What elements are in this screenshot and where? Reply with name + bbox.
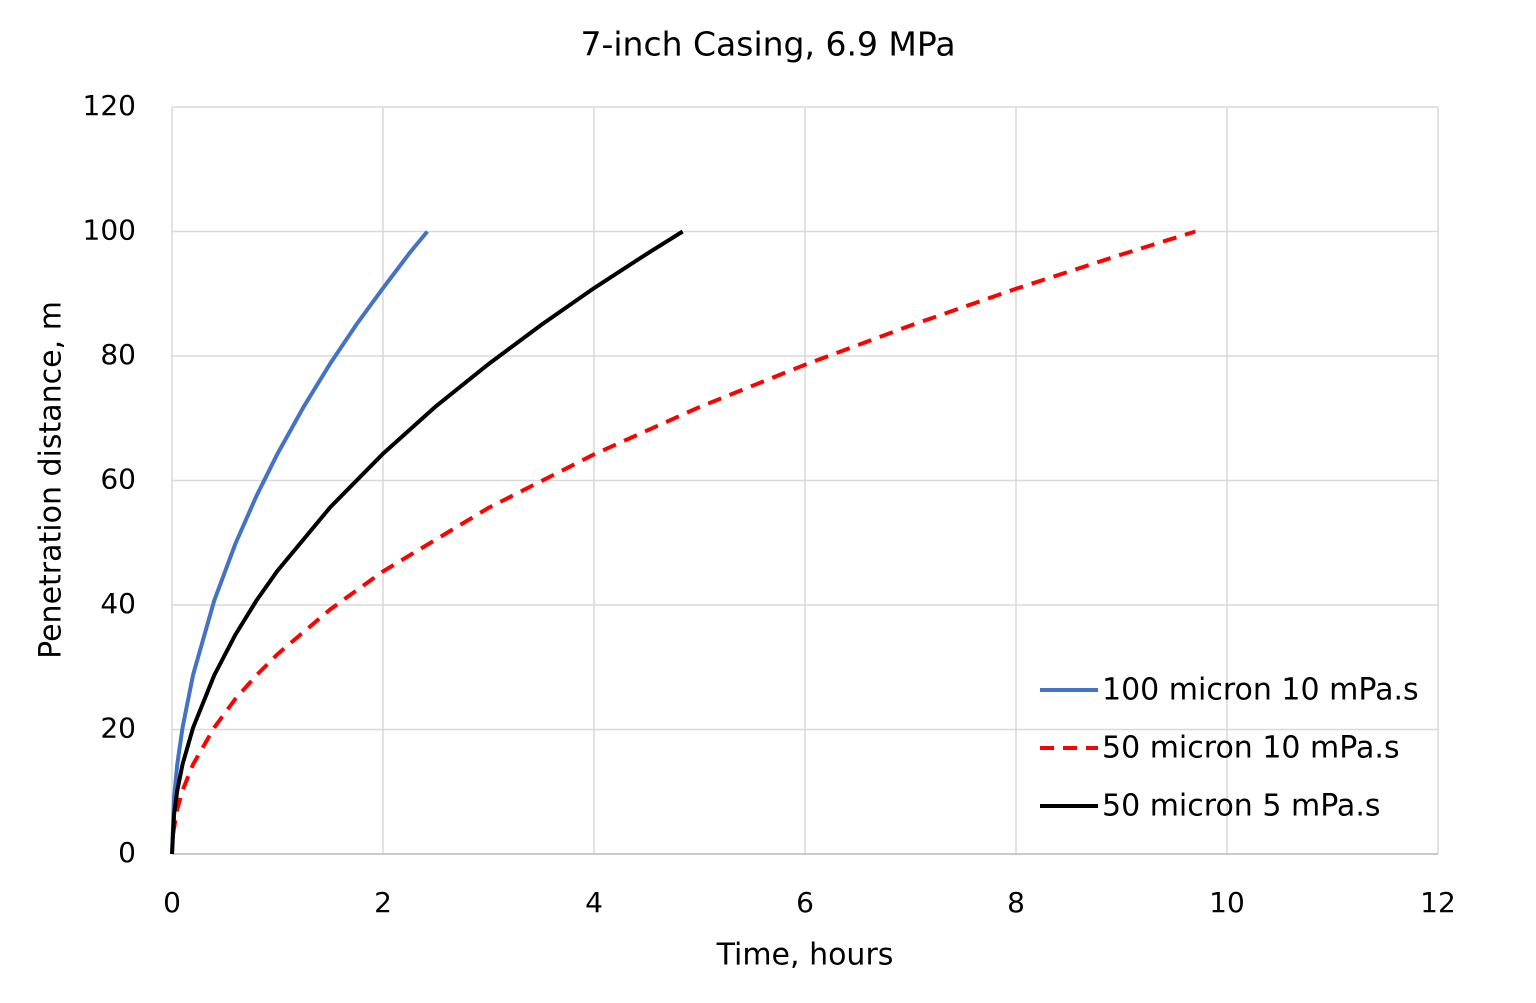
legend-label: 100 micron 10 mPa.s — [1102, 673, 1419, 708]
series-line — [170, 230, 429, 855]
x-tick-label: 4 — [585, 886, 603, 919]
x-tick-label: 0 — [163, 886, 181, 919]
y-tick-label: 60 — [100, 463, 136, 496]
legend-label: 50 micron 5 mPa.s — [1102, 789, 1380, 824]
x-tick-label: 6 — [796, 886, 814, 919]
x-tick-label: 10 — [1209, 886, 1245, 919]
y-tick-label: 0 — [118, 836, 136, 869]
y-tick-label: 100 — [83, 214, 136, 247]
y-tick-label: 120 — [83, 89, 136, 122]
x-axis-label: Time, hours — [716, 938, 894, 973]
y-tick-label: 20 — [100, 712, 136, 745]
series-line — [170, 229, 684, 855]
x-tick-label: 2 — [374, 886, 392, 919]
y-tick-label: 80 — [100, 338, 136, 371]
y-axis-label: Penetration distance, m — [34, 301, 69, 659]
y-tick-label: 40 — [100, 587, 136, 620]
chart-title: 7-inch Casing, 6.9 MPa — [580, 25, 955, 64]
legend-label: 50 micron 10 mPa.s — [1102, 731, 1400, 766]
series-line — [171, 229, 1196, 835]
x-tick-label: 12 — [1420, 886, 1456, 919]
x-tick-label: 8 — [1007, 886, 1025, 919]
